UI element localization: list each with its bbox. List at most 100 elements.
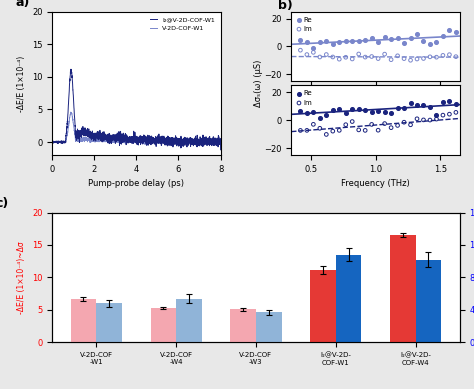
Im (381, 51, 388, 57)
V-2D-COF-W1 (211, 142, 217, 147)
Text: b): b) (278, 0, 292, 12)
Re (419, 38, 427, 44)
Im (387, 56, 395, 63)
Re (310, 109, 317, 116)
Im (336, 127, 343, 133)
Re (426, 104, 434, 110)
Re (387, 110, 395, 116)
Im (368, 53, 375, 60)
Im (400, 119, 408, 125)
Re (316, 116, 324, 122)
Re (446, 27, 453, 33)
Line: V-2D-COF-W1: V-2D-COF-W1 (52, 112, 220, 145)
X-axis label: Pump-probe delay (ps): Pump-probe delay (ps) (88, 179, 184, 188)
Re (394, 35, 401, 41)
V-2D-COF-W1 (213, 139, 219, 144)
I₂@V-2D-COF-W1 (213, 136, 219, 140)
Im (446, 52, 453, 58)
I₂@V-2D-COF-W1 (68, 67, 74, 72)
Re (303, 110, 310, 116)
I₂@V-2D-COF-W1 (218, 147, 223, 152)
Im (381, 121, 388, 127)
Im (426, 117, 434, 123)
Re (452, 101, 460, 107)
Im (439, 52, 447, 58)
Bar (256, 312, 282, 342)
X-axis label: Frequency (THz): Frequency (THz) (341, 179, 410, 188)
Im (426, 54, 434, 60)
Im (297, 47, 304, 53)
Re (297, 108, 304, 114)
Re (316, 39, 324, 46)
Im (361, 127, 369, 133)
Bar (310, 270, 336, 342)
Im (316, 125, 324, 131)
Re (361, 107, 369, 113)
Y-axis label: -ΔE/E (1×10⁻⁴)~Δσ: -ΔE/E (1×10⁻⁴)~Δσ (18, 241, 27, 314)
I₂@V-2D-COF-W1 (182, 135, 188, 140)
Re (433, 39, 440, 45)
Re (400, 40, 408, 46)
Im (433, 54, 440, 60)
Im (303, 127, 310, 133)
Im (374, 56, 382, 62)
Im (297, 127, 304, 133)
Im (348, 118, 356, 124)
Re (322, 37, 330, 44)
Im (316, 54, 324, 60)
Im (361, 54, 369, 60)
Im (310, 121, 317, 128)
Im (368, 121, 375, 128)
Bar (416, 259, 441, 342)
V-2D-COF-W1 (68, 110, 73, 114)
Re (329, 107, 337, 114)
Re (413, 31, 421, 37)
Re (381, 109, 388, 115)
Bar (151, 308, 176, 342)
Legend: Re, Im: Re, Im (295, 15, 314, 33)
Im (446, 111, 453, 117)
Im (413, 116, 421, 122)
V-2D-COF-W1 (182, 140, 188, 145)
Im (322, 51, 330, 58)
Re (452, 29, 460, 35)
Re (355, 38, 363, 44)
Bar (336, 255, 361, 342)
Legend: I₂@V-2D-COF-W1, V-2D-COF-W1: I₂@V-2D-COF-W1, V-2D-COF-W1 (147, 15, 218, 34)
Re (368, 109, 375, 115)
V-2D-COF-W1 (131, 140, 137, 145)
Text: c): c) (0, 197, 9, 210)
Re (381, 33, 388, 40)
Im (387, 124, 395, 131)
Re (394, 105, 401, 112)
Re (361, 37, 369, 43)
Im (322, 131, 330, 138)
Im (342, 122, 349, 128)
Im (342, 54, 349, 60)
Im (394, 53, 401, 59)
I₂@V-2D-COF-W1 (127, 137, 133, 142)
Re (400, 105, 408, 111)
Im (303, 51, 310, 58)
Re (387, 36, 395, 42)
I₂@V-2D-COF-W1 (131, 137, 137, 141)
V-2D-COF-W1 (213, 140, 219, 145)
Bar (176, 298, 201, 342)
Bar (390, 235, 416, 342)
Re (336, 39, 343, 45)
Im (413, 56, 421, 62)
Im (419, 55, 427, 61)
I₂@V-2D-COF-W1 (58, 141, 64, 145)
Im (310, 49, 317, 56)
Re (348, 38, 356, 44)
Re (419, 102, 427, 109)
Y-axis label: -ΔE/E (1×10⁻⁴): -ΔE/E (1×10⁻⁴) (18, 55, 27, 112)
V-2D-COF-W1 (127, 138, 133, 143)
Re (336, 106, 343, 112)
Re (413, 102, 421, 108)
I₂@V-2D-COF-W1 (49, 140, 55, 144)
Re (374, 108, 382, 114)
Re (433, 112, 440, 118)
Im (336, 56, 343, 62)
Im (419, 117, 427, 123)
